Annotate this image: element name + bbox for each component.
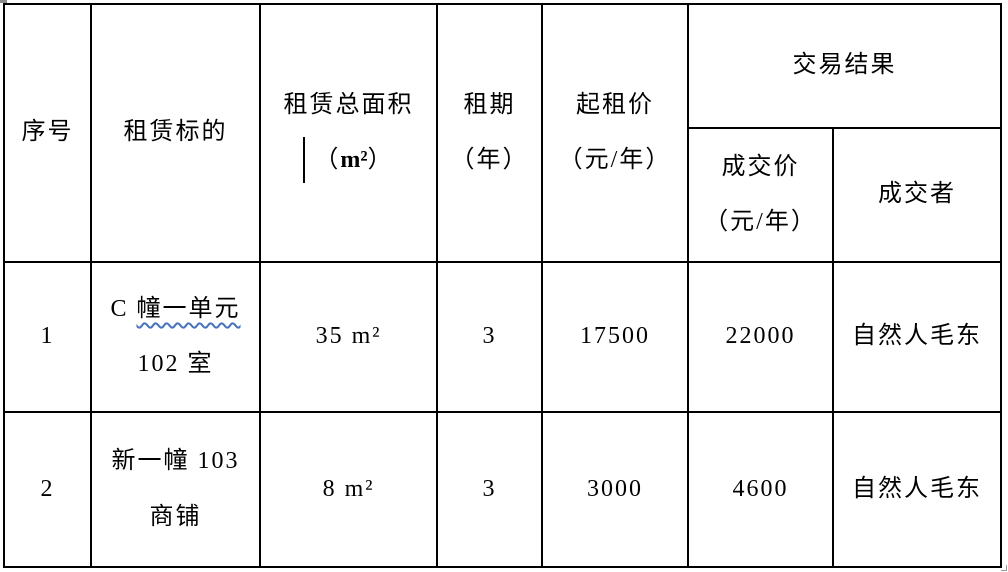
- header-cell-deal-result[interactable]: 交易结果: [687, 3, 1002, 129]
- row2-area: 8 m²: [322, 475, 375, 502]
- table-row-1: 1 C 幢一单元 102 室 35 m² 3 17500 22000: [3, 261, 1002, 413]
- header-area-unit: m²: [340, 147, 368, 173]
- row2-deal-price-cell[interactable]: 4600: [687, 411, 834, 568]
- row2-start-price: 3000: [587, 475, 643, 502]
- header-term-line1: 租期: [463, 91, 516, 118]
- header-cell-area[interactable]: 租赁总面积 （m²）: [259, 3, 438, 263]
- row2-subject-line1: 新一幢 103: [111, 448, 240, 475]
- row1-dealer: 自然人毛东: [852, 323, 982, 350]
- row1-dealer-cell[interactable]: 自然人毛东: [832, 261, 1002, 413]
- row1-deal-price: 22000: [725, 323, 796, 350]
- row2-serial: 2: [40, 475, 55, 502]
- row2-subject-line2: 商铺: [149, 503, 202, 530]
- row2-term: 3: [482, 475, 497, 502]
- header-deal-result-label: 交易结果: [792, 52, 897, 79]
- header-area-line2: （m²）: [261, 133, 436, 188]
- row2-start-price-cell[interactable]: 3000: [541, 411, 689, 568]
- header-cell-term[interactable]: 租期 （年）: [436, 3, 543, 263]
- row1-deal-price-cell[interactable]: 22000: [687, 261, 834, 413]
- header-deal-price-line2: （元/年）: [704, 209, 817, 235]
- row1-subject-prefix: C: [110, 295, 137, 322]
- lease-results-table: 序号 租赁标的 租赁总面积 （m²） 租期 （年） 起租价 （元/年）: [3, 3, 1002, 568]
- header-cell-serial[interactable]: 序号: [3, 3, 92, 263]
- row1-start-price: 17500: [580, 323, 650, 350]
- header-cell-dealer[interactable]: 成交者: [832, 127, 1002, 263]
- row1-subject-line1: C 幢一单元: [92, 282, 259, 337]
- row1-subject-line2: 102 室: [137, 351, 214, 377]
- header-area-paren-close: ）: [367, 147, 394, 173]
- scan-artifact-top-left: [0, 0, 7, 3]
- row1-serial-cell[interactable]: 1: [3, 261, 92, 413]
- row2-dealer: 自然人毛东: [852, 475, 982, 502]
- header-row-top: 序号 租赁标的 租赁总面积 （m²） 租期 （年） 起租价 （元/年）: [3, 3, 1002, 263]
- row1-term-cell[interactable]: 3: [436, 261, 543, 413]
- text-cursor-caret: [303, 137, 306, 184]
- row1-area-cell[interactable]: 35 m²: [259, 261, 438, 413]
- row1-start-price-cell[interactable]: 17500: [541, 261, 689, 413]
- scan-artifact-bottom-right: [1001, 565, 1007, 571]
- table-row-2: 2 新一幢 103 商铺 8 m² 3 3000 4600: [3, 411, 1002, 568]
- header-area-paren-open: （: [314, 147, 341, 173]
- header-subject-label: 租赁标的: [123, 119, 228, 146]
- header-cell-start-price[interactable]: 起租价 （元/年）: [541, 3, 689, 263]
- row1-term: 3: [482, 323, 497, 350]
- header-serial-label: 序号: [21, 119, 74, 146]
- row2-area-cell[interactable]: 8 m²: [259, 411, 438, 568]
- row1-subject-cell[interactable]: C 幢一单元 102 室: [90, 261, 261, 413]
- header-cell-subject[interactable]: 租赁标的: [90, 3, 261, 263]
- row2-deal-price: 4600: [732, 475, 789, 502]
- header-dealer-label: 成交者: [878, 181, 956, 208]
- header-cell-deal-price[interactable]: 成交价 （元/年）: [687, 127, 834, 263]
- header-row-sub: 成交价 （元/年） 成交者: [4, 127, 1002, 263]
- header-start-price-line1: 起租价: [576, 91, 654, 118]
- row2-dealer-cell[interactable]: 自然人毛东: [832, 411, 1002, 568]
- row2-subject-cell[interactable]: 新一幢 103 商铺: [90, 411, 261, 568]
- header-start-price-line2: （元/年）: [558, 147, 672, 173]
- row1-subject-spellcheck-text: 幢一单元: [136, 295, 241, 322]
- row2-serial-cell[interactable]: 2: [3, 411, 92, 568]
- header-area-line1: 租赁总面积: [283, 91, 414, 118]
- header-deal-price-line1: 成交价: [721, 153, 800, 180]
- row1-serial: 1: [40, 323, 55, 350]
- row1-area: 35 m²: [315, 323, 382, 350]
- row2-term-cell[interactable]: 3: [436, 411, 543, 568]
- header-term-line2: （年）: [450, 147, 529, 173]
